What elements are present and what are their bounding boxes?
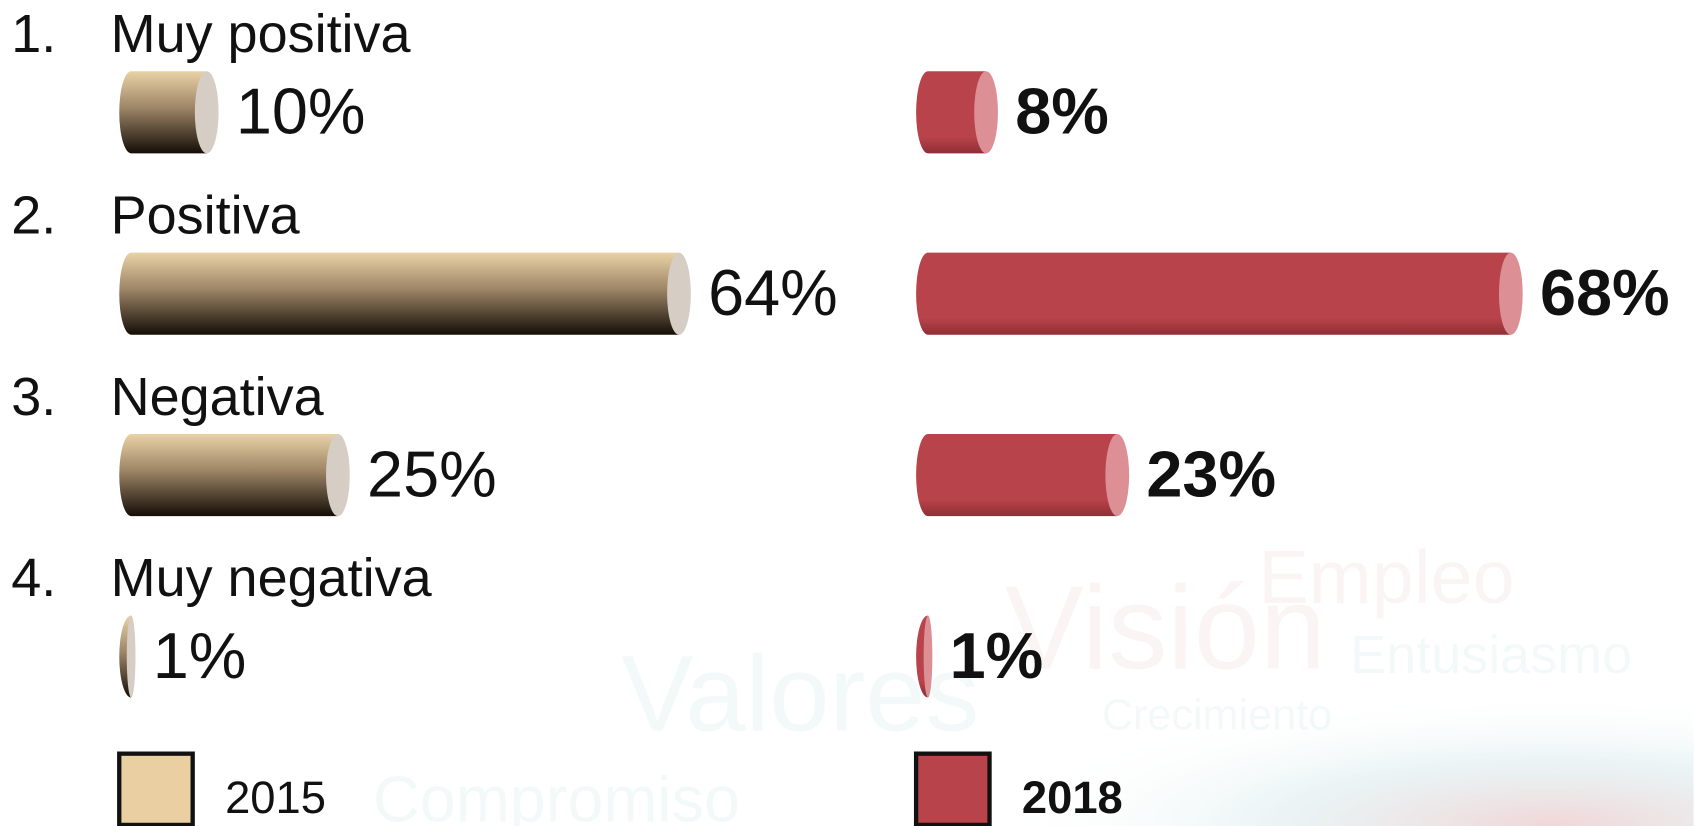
value-label: 64%	[708, 256, 838, 329]
bar-body	[916, 71, 987, 154]
category-number: 3.	[11, 367, 56, 427]
watermark-word: Entusiasmo	[1350, 625, 1632, 685]
watermark-word: Empleo	[1258, 536, 1514, 620]
category-label: Positiva	[111, 185, 301, 245]
category-label: Muy negativa	[111, 548, 433, 608]
legend-label: 2015	[225, 772, 326, 823]
bar	[119, 71, 219, 154]
value-label: 8%	[1015, 75, 1109, 148]
bar-cap	[194, 71, 219, 154]
value-label: 10%	[236, 75, 366, 148]
bar	[916, 252, 1523, 335]
bar	[916, 615, 933, 698]
category-number: 1.	[11, 4, 56, 64]
bar-cap	[1498, 252, 1523, 335]
bar	[119, 252, 691, 335]
watermark-word: Visión	[1005, 561, 1326, 694]
value-label: 1%	[950, 619, 1044, 692]
value-label: 23%	[1146, 438, 1276, 511]
bar-cap	[974, 71, 998, 154]
background-decoration	[756, 604, 1694, 826]
bar-body	[916, 434, 1118, 517]
bar-cap	[1105, 434, 1130, 517]
watermark-word: Compromiso	[373, 763, 740, 826]
bar	[916, 71, 998, 154]
legend-label: 2018	[1022, 772, 1123, 823]
value-label: 1%	[153, 619, 247, 692]
bar	[119, 615, 136, 698]
category-label: Muy positiva	[111, 4, 412, 64]
value-label: 68%	[1540, 256, 1670, 329]
category-label: Negativa	[111, 367, 325, 427]
category-number: 2.	[11, 185, 56, 245]
bar-body	[119, 252, 679, 335]
bar-body	[119, 434, 338, 517]
bar	[916, 434, 1130, 517]
bar-cap	[923, 615, 933, 698]
bar-cap	[326, 434, 350, 517]
bar	[119, 434, 350, 517]
bar-body	[916, 252, 1511, 335]
category-number: 4.	[11, 548, 56, 608]
bar-cap	[667, 252, 691, 335]
legend-swatch	[913, 751, 992, 826]
bar-body	[119, 71, 207, 154]
legend-swatch	[117, 751, 195, 826]
bar-cap	[126, 615, 136, 698]
watermark-word: Crecimiento	[1102, 691, 1332, 739]
value-label: 25%	[367, 438, 497, 511]
